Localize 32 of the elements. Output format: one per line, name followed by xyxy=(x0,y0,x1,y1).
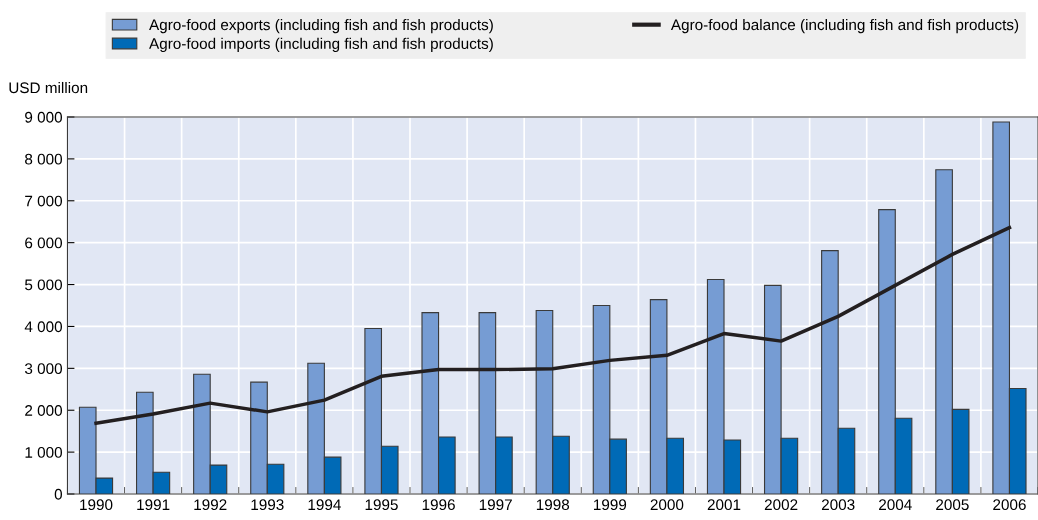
x-tick-label: 1993 xyxy=(251,499,284,511)
x-tick-label: 1998 xyxy=(536,499,570,511)
x-tick-label: 1995 xyxy=(365,499,398,511)
y-tick-label: 2 000 xyxy=(25,405,63,416)
y-tick-label: 9 000 xyxy=(25,111,63,123)
y-tick-label: 7 000 xyxy=(25,195,63,207)
x-tick-label: 2005 xyxy=(936,499,969,511)
x-tick-label: 1990 xyxy=(80,499,113,511)
x-tick-label: 2003 xyxy=(821,499,855,511)
y-tick-label: 0 xyxy=(54,488,63,500)
y-tick-label: 8 000 xyxy=(25,153,63,165)
legend-label: Agro-food imports (including fish and fish products) xyxy=(149,37,493,53)
x-tick-label: 2002 xyxy=(764,499,798,511)
legend-label: Agro-food exports (including fish and fish products) xyxy=(149,18,493,34)
x-tick-label: 1999 xyxy=(594,499,627,511)
line-series xyxy=(94,225,1012,425)
x-tick-label: 2004 xyxy=(879,499,912,511)
x-tick-label: 2001 xyxy=(707,499,741,511)
x-tick-label: 1992 xyxy=(194,499,227,511)
x-tick-label: 1991 xyxy=(137,499,170,511)
y-tick-label: 3 000 xyxy=(24,363,63,375)
x-tick-label: 1994 xyxy=(308,499,341,511)
x-tick-label: 2000 xyxy=(650,499,684,511)
y-tick-label: 5 000 xyxy=(24,279,63,291)
legend-label: Agro-food balance (including fish and fish products) xyxy=(670,18,1019,34)
y-tick-label: 1 000 xyxy=(25,446,63,458)
y-tick-label: 6 000 xyxy=(25,237,63,249)
x-tick-label: 1997 xyxy=(479,499,512,511)
y-tick-label: 4 000 xyxy=(24,321,63,333)
x-tick-label: 1996 xyxy=(422,499,455,511)
x-tick-label: 2006 xyxy=(993,499,1026,511)
y-axis-title: USD million xyxy=(9,81,88,94)
